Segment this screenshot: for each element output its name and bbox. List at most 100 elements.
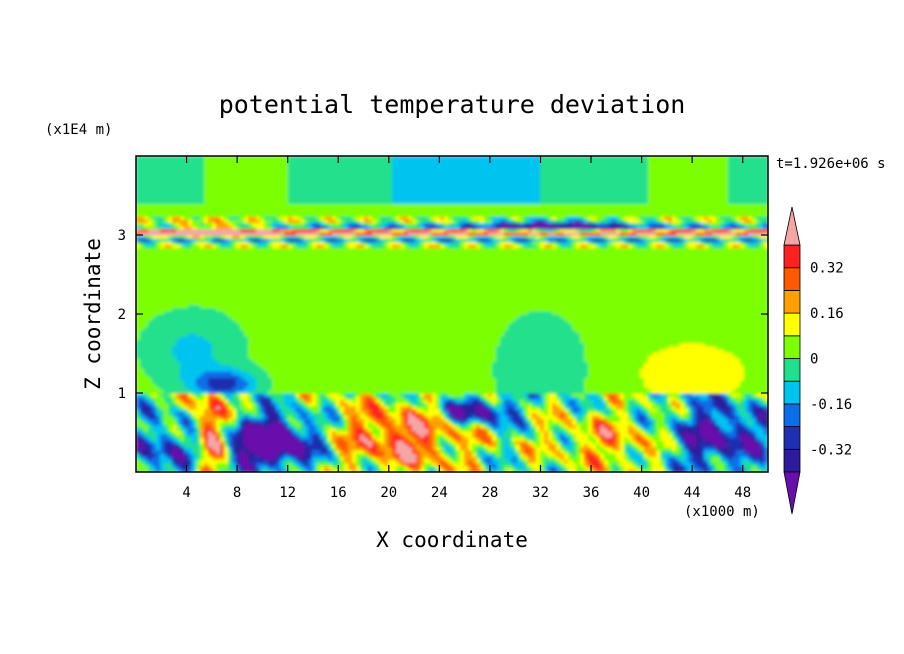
contour-cell xyxy=(448,421,453,426)
contour-cell xyxy=(168,446,173,451)
contour-cell xyxy=(400,449,405,454)
contour-cell xyxy=(564,449,569,454)
contour-cell xyxy=(164,462,169,467)
contour-cell xyxy=(176,424,181,429)
contour-cell xyxy=(612,437,617,441)
contour-cell xyxy=(500,465,505,470)
contour-cell xyxy=(280,456,285,460)
contour-cell xyxy=(168,430,173,435)
contour-cell xyxy=(404,440,409,445)
contour-cell xyxy=(684,446,689,451)
contour-cell xyxy=(680,462,685,467)
contour-cell xyxy=(248,468,253,472)
contour-cell xyxy=(376,465,381,470)
contour-cell xyxy=(760,465,765,470)
contour-cell xyxy=(752,456,757,460)
contour-cell xyxy=(552,440,557,445)
contour-cell xyxy=(544,430,549,435)
contour-cell xyxy=(548,468,553,472)
contour-cell xyxy=(532,443,537,448)
contour-cell xyxy=(236,424,241,429)
contour-cell xyxy=(740,430,745,435)
contour-cell xyxy=(580,427,585,432)
contour-cell xyxy=(608,465,613,470)
contour-cell xyxy=(156,427,161,432)
contour-cell xyxy=(576,468,581,472)
contour-cell xyxy=(720,430,725,435)
contour-cell xyxy=(540,453,545,457)
contour-cell xyxy=(152,453,157,457)
contour-cell xyxy=(736,437,741,441)
contour-cell xyxy=(232,434,237,438)
contour-cell xyxy=(256,434,261,438)
contour-cell xyxy=(340,434,345,438)
contour-cell xyxy=(296,430,301,435)
contour-cell xyxy=(700,446,705,451)
contour-cell xyxy=(440,434,445,438)
contour-cell xyxy=(472,453,477,457)
contour-cell xyxy=(492,456,497,460)
contour-cell xyxy=(332,468,337,472)
contour-cell xyxy=(720,462,725,467)
contour-cell xyxy=(312,449,317,454)
contour-cell xyxy=(396,443,401,448)
contour-cell xyxy=(604,459,609,464)
contour-cell xyxy=(488,453,493,457)
contour-cell xyxy=(720,437,725,441)
contour-cell xyxy=(592,427,597,432)
contour-cell xyxy=(464,449,469,454)
contour-cell xyxy=(752,424,757,429)
contour-cell xyxy=(556,462,561,467)
contour-cell xyxy=(516,440,521,445)
contour-cell xyxy=(584,427,589,432)
contour-cell xyxy=(624,430,629,435)
contour-cell xyxy=(532,453,537,457)
contour-cell xyxy=(724,430,729,435)
contour-cell xyxy=(300,440,305,445)
contour-cell xyxy=(244,453,249,457)
contour-cell xyxy=(164,449,169,454)
contour-cell xyxy=(152,449,157,454)
contour-cell xyxy=(260,421,265,426)
contour-cell xyxy=(596,437,601,441)
contour-cell xyxy=(336,437,341,441)
contour-cell xyxy=(712,459,717,464)
contour-cell xyxy=(548,456,553,460)
contour-cell xyxy=(536,437,541,441)
contour-cell xyxy=(148,449,153,454)
contour-cell xyxy=(516,465,521,470)
contour-cell xyxy=(688,459,693,464)
contour-cell xyxy=(388,421,393,426)
contour-cell xyxy=(276,430,281,435)
contour-cell xyxy=(696,456,701,460)
contour-cell xyxy=(192,462,197,467)
contour-cell xyxy=(380,434,385,438)
contour-cell xyxy=(400,462,405,467)
contour-cell xyxy=(748,424,753,429)
contour-cell xyxy=(348,434,353,438)
contour-cell xyxy=(688,453,693,457)
contour-cell xyxy=(288,459,293,464)
contour-cell xyxy=(220,449,225,454)
contour-cell xyxy=(460,468,465,472)
contour-cell xyxy=(384,437,389,441)
contour-cell xyxy=(716,427,721,432)
contour-cell xyxy=(508,427,513,432)
contour-cell xyxy=(304,456,309,460)
contour-cell xyxy=(708,468,713,472)
contour-cell xyxy=(544,434,549,438)
contour-cell xyxy=(360,440,365,445)
contour-cell xyxy=(160,453,165,457)
contour-cell xyxy=(292,440,297,445)
contour-cell xyxy=(420,465,425,470)
contour-cell xyxy=(612,468,617,472)
contour-cell xyxy=(548,434,553,438)
contour-cell xyxy=(148,427,153,432)
contour-cell xyxy=(648,462,653,467)
contour-cell xyxy=(656,434,661,438)
contour-cell xyxy=(388,462,393,467)
contour-cell xyxy=(352,443,357,448)
contour-cell xyxy=(232,456,237,460)
contour-cell xyxy=(232,468,237,472)
contour-cell xyxy=(224,443,229,448)
